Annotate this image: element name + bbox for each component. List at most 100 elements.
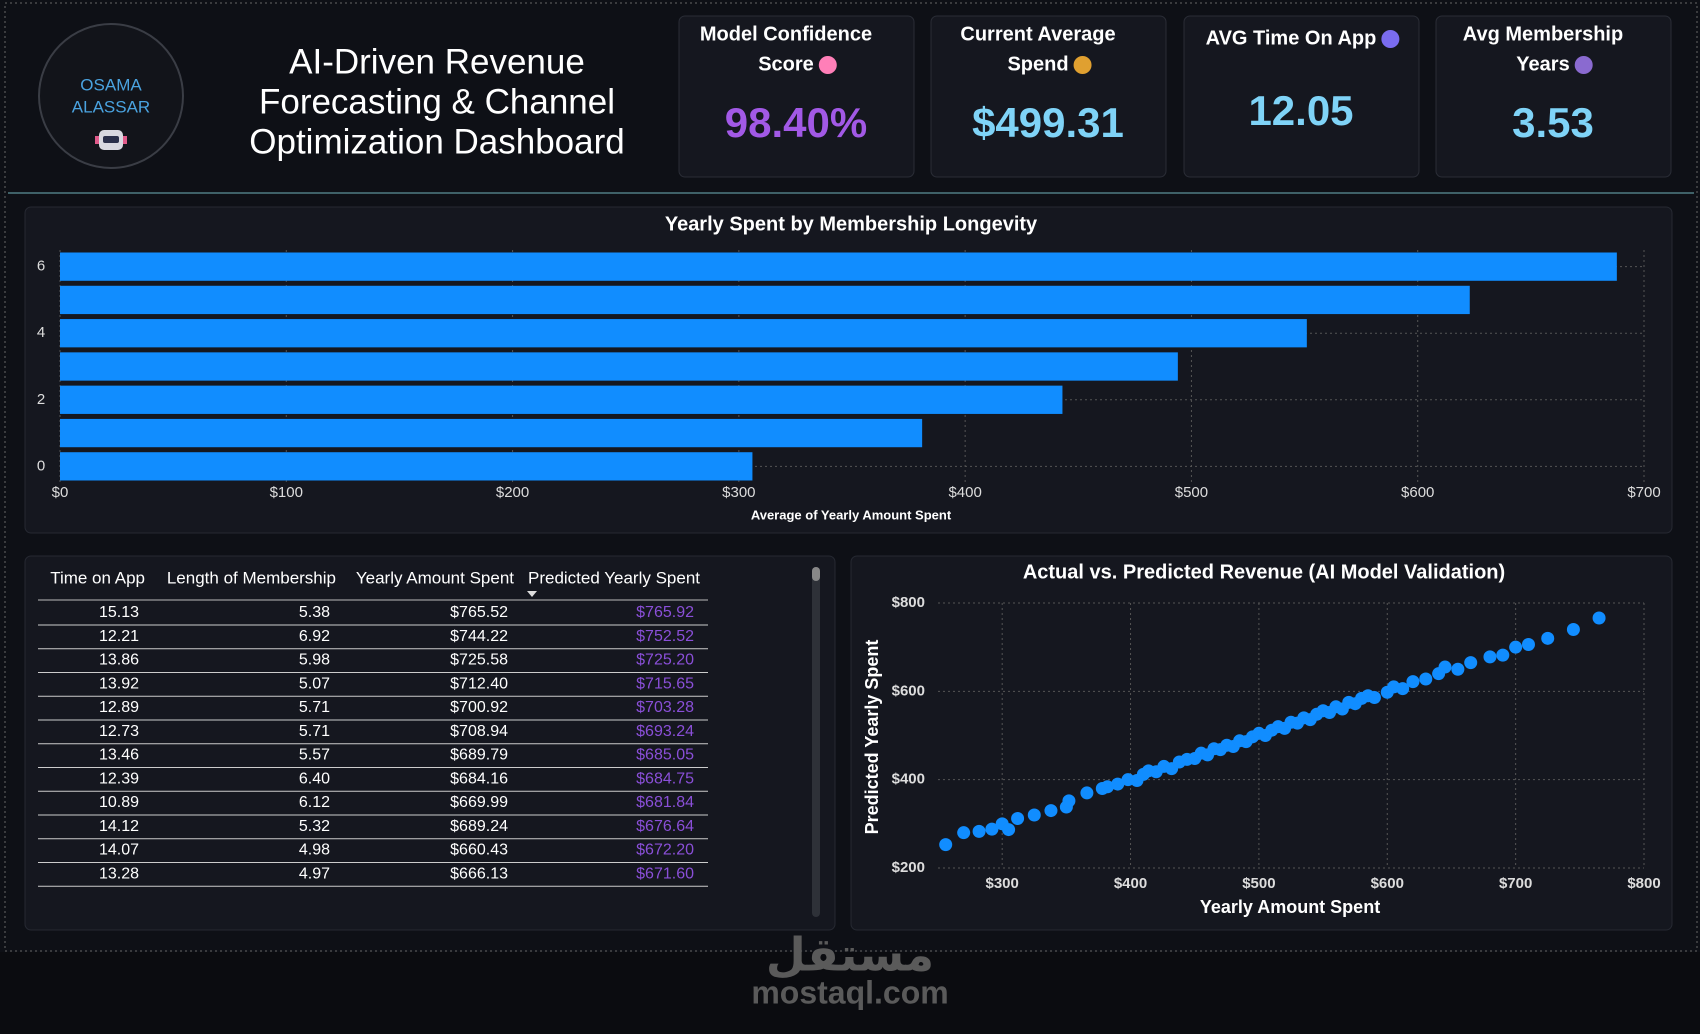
table-cell: $689.24 (450, 818, 508, 835)
x-tick-label: $700 (1627, 484, 1660, 501)
chart-title: Actual vs. Predicted Revenue (AI Model V… (1023, 561, 1505, 583)
table-cell: 5.98 (299, 652, 330, 669)
dashboard-title: AI-Driven Revenue (289, 42, 585, 81)
x-tick-label: $800 (1627, 875, 1660, 892)
scatter-point (1367, 691, 1381, 705)
column-header[interactable]: Yearly Amount Spent (356, 568, 514, 587)
bar (60, 385, 1063, 414)
table-cell: $671.60 (636, 865, 694, 882)
table-cell: 14.07 (99, 842, 139, 859)
bar (60, 319, 1307, 348)
kpi-title: Current Average (960, 23, 1115, 45)
table-cell: $712.40 (450, 675, 508, 692)
kpi-card (1435, 15, 1672, 178)
table-cell: 4.98 (299, 842, 330, 859)
scatter-point (1592, 611, 1606, 625)
scatter-point (985, 822, 999, 836)
y-tick-label: $600 (892, 682, 925, 699)
table-cell: 12.89 (99, 699, 139, 716)
table-cell: $715.65 (636, 675, 694, 692)
table-cell: 12.21 (99, 628, 139, 645)
bar (60, 252, 1617, 281)
x-tick-label: $0 (52, 484, 69, 501)
scatter-point (1483, 650, 1497, 664)
kpi-title: Years (1516, 53, 1569, 75)
scatter-point (1541, 631, 1555, 645)
x-tick-label: $600 (1371, 875, 1404, 892)
scatter-point (1027, 808, 1041, 822)
scatter-point (1419, 672, 1433, 686)
kpi-icon (818, 56, 837, 74)
table-cell: 6.92 (299, 628, 330, 645)
table-cell: 13.86 (99, 652, 139, 669)
bar (60, 352, 1178, 381)
x-tick-label: $400 (1114, 875, 1147, 892)
table-cell: $708.94 (450, 723, 508, 740)
scatter-point (1002, 823, 1016, 837)
bar (60, 418, 923, 448)
author-name: ALASSAR (72, 97, 150, 116)
table-cell: $725.58 (450, 652, 508, 669)
scrollbar-track[interactable] (812, 567, 820, 917)
table-cell: 12.73 (99, 723, 139, 740)
scrollbar-thumb[interactable] (812, 567, 820, 581)
x-tick-label: $700 (1499, 875, 1532, 892)
kpi-card (678, 15, 915, 178)
y-tick-label: 2 (37, 391, 45, 408)
scatter-point (1080, 786, 1094, 800)
table-cell: 5.71 (299, 699, 330, 716)
table-cell: 6.12 (299, 794, 330, 811)
sort-arrow[interactable] (527, 591, 537, 597)
frame (4, 2, 1698, 952)
table-cell: $752.52 (636, 628, 694, 645)
table-cell: 12.39 (99, 770, 139, 787)
robot-visor (103, 136, 119, 143)
table-cell: 5.07 (299, 675, 330, 692)
y-tick-label: $200 (892, 859, 925, 876)
chart-title: Yearly Spent by Membership Longevity (665, 213, 1038, 235)
kpi-value: 3.53 (1512, 99, 1594, 146)
kpi-value: 98.40% (725, 99, 867, 146)
kpi-title: Score (758, 53, 814, 75)
table-cell: $684.16 (450, 770, 508, 787)
table-cell: 13.92 (99, 675, 139, 692)
x-tick-label: $200 (496, 484, 529, 501)
x-tick-label: $300 (985, 875, 1018, 892)
scatter-point (1406, 675, 1420, 689)
kpi-title: Spend (1007, 53, 1068, 75)
x-axis-label: Average of Yearly Amount Spent (751, 507, 952, 522)
table-cell: $725.20 (636, 652, 694, 669)
table-cell: $765.92 (636, 604, 694, 621)
robot-icon (95, 130, 127, 150)
bar (60, 452, 753, 481)
kpi-icon (1073, 56, 1092, 74)
robot-ear (123, 136, 127, 144)
x-axis-label: Yearly Amount Spent (1200, 897, 1380, 917)
x-tick-label: $400 (948, 484, 981, 501)
table-cell: $669.99 (450, 794, 508, 811)
table-cell: $666.13 (450, 865, 508, 882)
table-cell: $685.05 (636, 747, 694, 764)
column-header[interactable]: Predicted Yearly Spent (528, 568, 700, 587)
table-cell: 13.46 (99, 747, 139, 764)
table-cell: 5.71 (299, 723, 330, 740)
kpi-title: Avg Membership (1463, 23, 1623, 45)
table-panel (24, 555, 836, 931)
table-cell: $660.43 (450, 842, 508, 859)
kpi-card (1183, 15, 1420, 178)
table-cell: $744.22 (450, 628, 508, 645)
table-cell: 5.32 (299, 818, 330, 835)
table-cell: $681.84 (636, 794, 694, 811)
y-tick-label: 6 (37, 258, 45, 275)
column-header[interactable]: Length of Membership (167, 568, 336, 587)
kpi-title: AVG Time On App (1206, 27, 1377, 49)
scatter-point (1044, 804, 1058, 818)
column-header[interactable]: Time on App (50, 568, 145, 587)
x-tick-label: $600 (1401, 484, 1434, 501)
table-cell: 4.97 (299, 865, 330, 882)
footer-band (0, 952, 1700, 1034)
kpi-value: $499.31 (972, 99, 1124, 146)
table-cell: $676.64 (636, 818, 694, 835)
table-cell: 15.13 (99, 604, 139, 621)
